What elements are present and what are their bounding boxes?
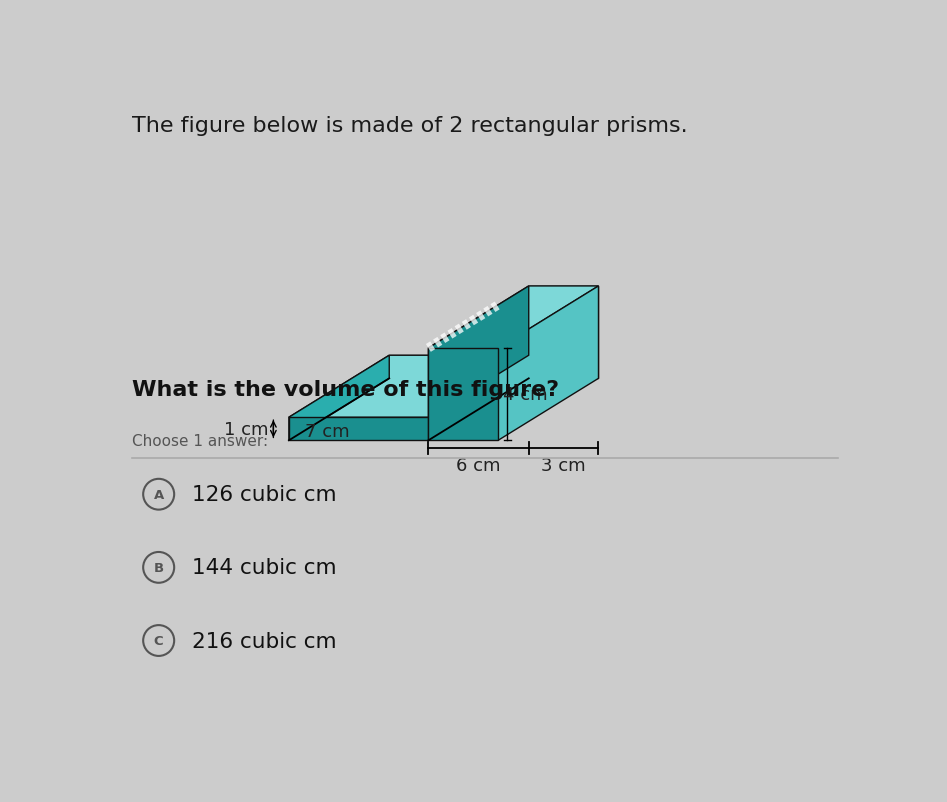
Text: What is the volume of this figure?: What is the volume of this figure? <box>133 379 560 399</box>
Text: 3 cm: 3 cm <box>542 456 586 474</box>
Polygon shape <box>389 356 528 379</box>
Polygon shape <box>462 320 471 330</box>
Text: The figure below is made of 2 rectangular prisms.: The figure below is made of 2 rectangula… <box>133 115 688 136</box>
Text: Choose 1 answer:: Choose 1 answer: <box>133 433 268 448</box>
Text: 144 cubic cm: 144 cubic cm <box>192 557 336 577</box>
Polygon shape <box>498 286 599 441</box>
Text: C: C <box>153 634 164 647</box>
Polygon shape <box>476 311 485 322</box>
Polygon shape <box>469 315 478 326</box>
Text: 4 cm: 4 cm <box>503 386 547 403</box>
Text: 1 cm: 1 cm <box>224 420 269 438</box>
Polygon shape <box>455 324 464 334</box>
Polygon shape <box>428 286 528 418</box>
Polygon shape <box>491 302 500 313</box>
Polygon shape <box>528 286 599 379</box>
Text: 216 cubic cm: 216 cubic cm <box>192 630 336 650</box>
Text: B: B <box>153 561 164 574</box>
Polygon shape <box>289 356 389 441</box>
Polygon shape <box>428 286 599 349</box>
Text: 6 cm: 6 cm <box>456 456 501 474</box>
Text: 126 cubic cm: 126 cubic cm <box>192 484 336 504</box>
Polygon shape <box>440 333 450 343</box>
Polygon shape <box>428 349 498 441</box>
Polygon shape <box>447 329 456 339</box>
Text: 7 cm: 7 cm <box>305 423 349 440</box>
Polygon shape <box>289 356 528 418</box>
Text: A: A <box>153 488 164 501</box>
Polygon shape <box>289 418 428 441</box>
Polygon shape <box>426 342 435 352</box>
Polygon shape <box>433 338 442 348</box>
Polygon shape <box>483 306 492 317</box>
